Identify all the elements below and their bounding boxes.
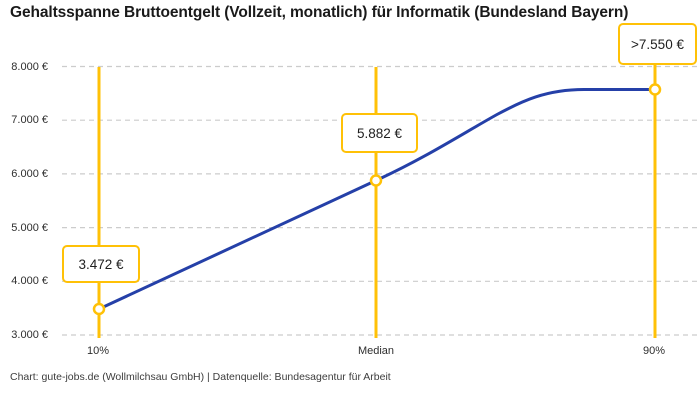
y-axis-tick-label: 8.000 €	[11, 61, 48, 73]
y-axis-tick-label: 4.000 €	[11, 275, 48, 287]
value-label-10pct: 3.472 €	[78, 256, 124, 272]
gridlines	[62, 65, 697, 336]
y-axis-tick-label: 5.000 €	[11, 222, 48, 234]
salary-curve	[97, 88, 657, 311]
value-label-median: 5.882 €	[356, 125, 403, 141]
data-points	[92, 83, 662, 316]
x-axis-tick-label-median: Median	[357, 345, 395, 357]
x-axis-tick-label-90pct: 90%	[642, 345, 666, 357]
y-axis-tick-label: 7.000 €	[11, 114, 48, 126]
data-point-90pct	[648, 83, 662, 96]
x-axis-tick-label-10pct: 10%	[86, 345, 110, 357]
chart-title: Gehaltsspanne Bruttoentgelt (Vollzeit, m…	[10, 4, 629, 21]
value-label-box-10pct: 3.472 €	[62, 245, 140, 283]
y-axis-tick-label: 3.000 €	[11, 329, 48, 341]
chart-source-footer: Chart: gute-jobs.de (Wollmilchsau GmbH) …	[10, 371, 391, 383]
value-label-box-90pct: >7.550 €	[618, 23, 697, 65]
value-label-box-median: 5.882 €	[341, 113, 418, 153]
value-label-90pct: >7.550 €	[631, 36, 684, 52]
data-point-10pct	[92, 302, 106, 316]
y-axis-tick-label: 6.000 €	[11, 168, 48, 180]
percentile-marker-lines	[97, 64, 657, 338]
data-point-median	[369, 174, 383, 187]
